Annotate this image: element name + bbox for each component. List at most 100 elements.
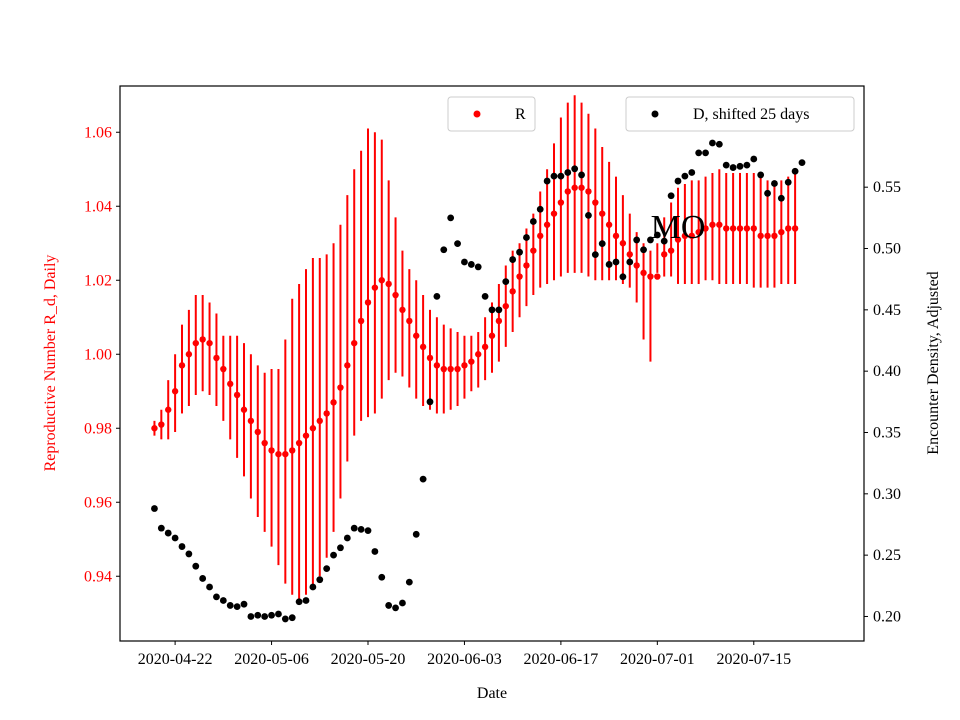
- y-right-tick-label: 0.25: [873, 547, 901, 564]
- y-left-tick-label: 0.94: [84, 568, 112, 585]
- x-tick-label: 2020-05-20: [331, 651, 406, 668]
- d-point: [357, 525, 365, 533]
- d-point: [557, 172, 565, 180]
- y-left-tick-label: 1.00: [84, 346, 112, 363]
- r-point: [240, 406, 248, 413]
- r-point: [309, 425, 317, 432]
- r-point: [537, 232, 544, 240]
- d-point: [495, 306, 503, 314]
- r-point: [640, 269, 647, 277]
- x-tick-label: 2020-06-17: [524, 651, 599, 668]
- r-point: [674, 236, 682, 243]
- r-point: [530, 247, 537, 254]
- r-point: [743, 225, 751, 232]
- d-point: [481, 292, 489, 300]
- r-point: [516, 273, 523, 280]
- x-tick-label: 2020-07-15: [716, 651, 791, 668]
- d-point: [771, 180, 778, 187]
- d-point: [247, 613, 255, 620]
- r-point: [316, 417, 323, 425]
- legend-d-label: D, shifted 25 days: [693, 106, 809, 123]
- y-left-tick-label: 1.02: [84, 272, 112, 289]
- r-point: [426, 354, 434, 362]
- r-point: [357, 317, 365, 325]
- d-point: [433, 292, 441, 300]
- r-point: [702, 225, 709, 232]
- d-point: [660, 237, 668, 245]
- plot-frame: [119, 85, 865, 642]
- y-axis-left-label: Reproductive Number R_d, Daily: [42, 255, 59, 472]
- r-point: [557, 199, 565, 206]
- d-point: [261, 613, 269, 620]
- r-point: [667, 247, 675, 254]
- r-point: [323, 410, 330, 417]
- r-point: [778, 228, 785, 236]
- r-point: [206, 339, 213, 347]
- d-point: [777, 194, 785, 202]
- d-point: [764, 189, 771, 197]
- d-point: [653, 231, 661, 239]
- r-point: [227, 380, 234, 388]
- r-point: [295, 439, 303, 447]
- d-point: [743, 161, 751, 169]
- chart-annotation: MO: [651, 209, 706, 246]
- d-point: [309, 583, 317, 591]
- r-point: [592, 199, 599, 206]
- d-point: [750, 155, 758, 163]
- x-axis: 2020-04-22 2020-05-06 2020-05-20 2020-06-03…: [138, 641, 791, 668]
- r-point: [192, 339, 199, 347]
- r-point: [351, 339, 358, 347]
- d-point: [784, 178, 792, 186]
- r-point: [447, 365, 454, 373]
- r-point: [488, 332, 496, 339]
- y-axis-right-label: Encounter Density, Adjusted: [925, 271, 942, 454]
- r-point: [681, 232, 689, 240]
- r-point: [785, 225, 792, 232]
- r-point: [371, 284, 379, 291]
- r-point: [406, 317, 413, 325]
- r-point: [509, 288, 516, 295]
- d-point: [206, 583, 213, 591]
- r-point: [454, 365, 461, 373]
- r-point: [433, 362, 441, 369]
- x-tick-label: 2020-06-03: [427, 651, 502, 668]
- r-point: [282, 450, 289, 458]
- y-right-tick-label: 0.50: [873, 241, 901, 258]
- d-point: [171, 534, 179, 542]
- d-point: [516, 248, 523, 256]
- d-point: [426, 398, 434, 406]
- d-point: [695, 149, 703, 157]
- d-point: [192, 562, 200, 570]
- legend-r-box: [447, 96, 536, 132]
- d-point: [213, 593, 220, 601]
- r-point: [550, 210, 558, 217]
- d-point: [488, 306, 496, 314]
- r-point: [736, 225, 744, 232]
- d-point: [378, 573, 386, 581]
- x-tick-label: 2020-05-06: [234, 651, 309, 668]
- d-point: [502, 278, 510, 286]
- d-point: [199, 575, 207, 582]
- series-d-marks: [151, 139, 806, 623]
- d-point: [715, 140, 723, 148]
- d-point: [440, 246, 448, 254]
- y-left-tick-label: 0.98: [84, 420, 112, 437]
- r-point: [654, 273, 661, 280]
- d-point: [316, 576, 324, 584]
- r-point: [647, 273, 654, 280]
- y-right-tick-label: 0.45: [873, 302, 901, 319]
- d-point: [461, 258, 468, 266]
- y-right-tick-label: 0.55: [873, 179, 901, 196]
- d-point: [454, 240, 461, 248]
- d-point: [350, 524, 358, 532]
- d-point: [275, 610, 282, 618]
- d-point: [419, 475, 427, 483]
- r-point: [578, 184, 585, 191]
- r-point: [178, 362, 186, 369]
- d-point: [791, 167, 799, 175]
- y-left-tick-label: 1.04: [84, 198, 112, 215]
- d-point: [288, 614, 296, 622]
- d-point: [157, 524, 165, 532]
- r-point: [729, 225, 737, 232]
- r-point: [261, 439, 268, 447]
